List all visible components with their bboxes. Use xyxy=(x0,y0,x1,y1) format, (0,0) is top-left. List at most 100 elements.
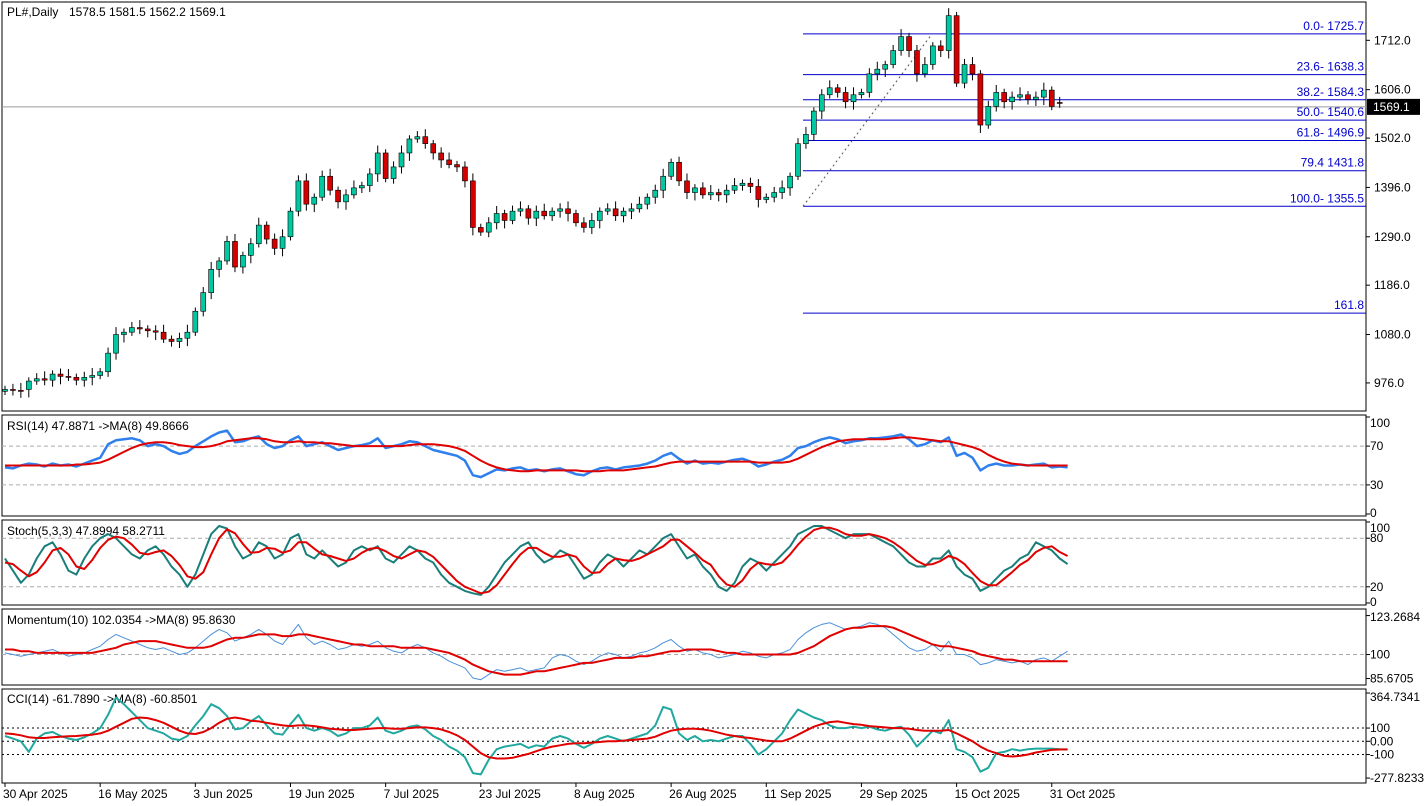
bear-candle xyxy=(565,208,571,214)
time-tick-label: 8 Aug 2025 xyxy=(574,787,635,801)
bear-candle xyxy=(446,159,452,165)
bear-candle xyxy=(525,208,532,219)
bull-candle xyxy=(33,378,40,382)
bear-candle xyxy=(747,182,754,187)
bear-candle xyxy=(271,238,278,249)
bull-candle xyxy=(803,134,809,144)
bull-candle xyxy=(652,189,659,198)
bear-candle xyxy=(144,328,151,332)
bull-candle xyxy=(557,208,563,212)
bull-candle xyxy=(1017,94,1023,98)
bull-candle xyxy=(279,236,286,249)
bear-candle xyxy=(715,192,722,196)
bull-candle xyxy=(406,138,413,154)
indicator-tick-label: -100 xyxy=(1370,748,1394,762)
bull-candle xyxy=(985,106,992,126)
bear-candle xyxy=(10,389,16,391)
time-tick-label: 30 Apr 2025 xyxy=(3,787,68,801)
bear-candle xyxy=(684,180,690,193)
bull-candle xyxy=(961,64,968,84)
bear-candle xyxy=(73,377,80,381)
bear-candle xyxy=(327,175,333,191)
momentum-label: Momentum(10) 102.0354 ->MA(8) 95.8630 xyxy=(7,613,236,627)
cci-label: CCI(14) -61.7890 ->MA(8) -60.8501 xyxy=(7,692,198,706)
fib-level-label: 50.0- 1540.6 xyxy=(1297,105,1365,119)
bull-candle xyxy=(668,161,674,177)
bull-candle xyxy=(636,203,643,210)
indicator-line xyxy=(4,622,1068,681)
bull-candle xyxy=(930,45,936,65)
bull-candle xyxy=(604,208,611,212)
bear-candle xyxy=(462,166,468,182)
indicator-tick-label: 0.00 xyxy=(1370,734,1394,748)
bull-candle xyxy=(97,371,103,376)
bull-candle xyxy=(414,136,421,140)
bull-candle xyxy=(922,64,928,75)
rsi-panel: RSI(14) 47.8871 ->MA(8) 49.8666 100 70 30 0 xyxy=(1,414,1390,520)
bull-candle xyxy=(1041,89,1047,98)
time-tick-label: 29 Sep 2025 xyxy=(859,787,927,801)
bear-candle xyxy=(470,180,476,228)
bear-candle xyxy=(953,15,960,84)
bull-candle xyxy=(81,377,88,381)
indicator-ma-line xyxy=(5,625,1068,676)
bull-candle xyxy=(366,173,373,186)
time-tick-label: 15 Oct 2025 xyxy=(955,787,1021,801)
bull-candle xyxy=(533,210,540,219)
time-tick-label: 7 Jul 2025 xyxy=(384,787,440,801)
bull-candle xyxy=(826,87,833,96)
bear-candle xyxy=(335,189,341,203)
rsi-panel-frame xyxy=(1,414,1367,517)
bear-candle xyxy=(914,50,920,75)
bull-candle xyxy=(105,352,111,373)
fib-level-label: 23.6- 1638.3 xyxy=(1297,60,1365,74)
bear-candle xyxy=(969,64,976,75)
bull-candle xyxy=(208,269,214,293)
bull-candle xyxy=(509,210,516,221)
price-tag-box xyxy=(1367,98,1420,115)
bull-candle xyxy=(707,192,714,196)
bull-candle xyxy=(589,220,595,228)
bull-candle xyxy=(723,189,730,196)
bull-candle xyxy=(184,331,191,339)
bull-candle xyxy=(359,185,365,189)
bear-candle xyxy=(152,330,159,333)
indicator-line xyxy=(4,696,1068,776)
bear-candle xyxy=(1048,89,1055,107)
bull-candle xyxy=(240,255,246,268)
bull-candle xyxy=(390,166,397,179)
indicator-tick-label: 123.2684 xyxy=(1370,610,1420,624)
indicator-ma-line xyxy=(5,436,1068,473)
bull-candle xyxy=(192,310,199,333)
bear-candle xyxy=(422,136,429,144)
bull-candle xyxy=(771,192,778,198)
bull-candle xyxy=(374,152,381,175)
indicator-ma-line xyxy=(4,526,1069,595)
bull-candle xyxy=(858,92,865,96)
bear-candle xyxy=(541,210,548,217)
bull-candle xyxy=(628,208,635,212)
bull-candle xyxy=(644,196,651,205)
bear-candle xyxy=(1001,92,1007,103)
bear-candle xyxy=(430,143,437,154)
bull-candle xyxy=(811,110,817,135)
bull-candle xyxy=(351,187,357,196)
time-axis: 30 Apr 2025 16 May 2025 3 Jun 2025 19 Jun 2… xyxy=(3,783,1115,801)
indicator-tick-label: 70 xyxy=(1370,439,1384,453)
time-tick-label: 26 Aug 2025 xyxy=(669,787,737,801)
bear-candle xyxy=(263,224,270,240)
bull-candle xyxy=(216,260,222,270)
time-tick-label: 16 May 2025 xyxy=(98,787,168,801)
bull-candle xyxy=(89,375,96,378)
bull-candle xyxy=(945,15,952,51)
bear-candle xyxy=(137,327,143,330)
bull-candle xyxy=(49,373,56,381)
bull-candle xyxy=(287,210,294,238)
momentum-panel: Momentum(10) 102.0354 ->MA(8) 95.8630 12… xyxy=(1,608,1420,686)
bull-candle xyxy=(660,175,666,191)
price-tag-label: 1569.1 xyxy=(1373,100,1410,114)
bear-candle xyxy=(160,331,167,340)
bull-candle xyxy=(113,334,119,354)
indicator-tick-label: 100 xyxy=(1370,521,1390,535)
